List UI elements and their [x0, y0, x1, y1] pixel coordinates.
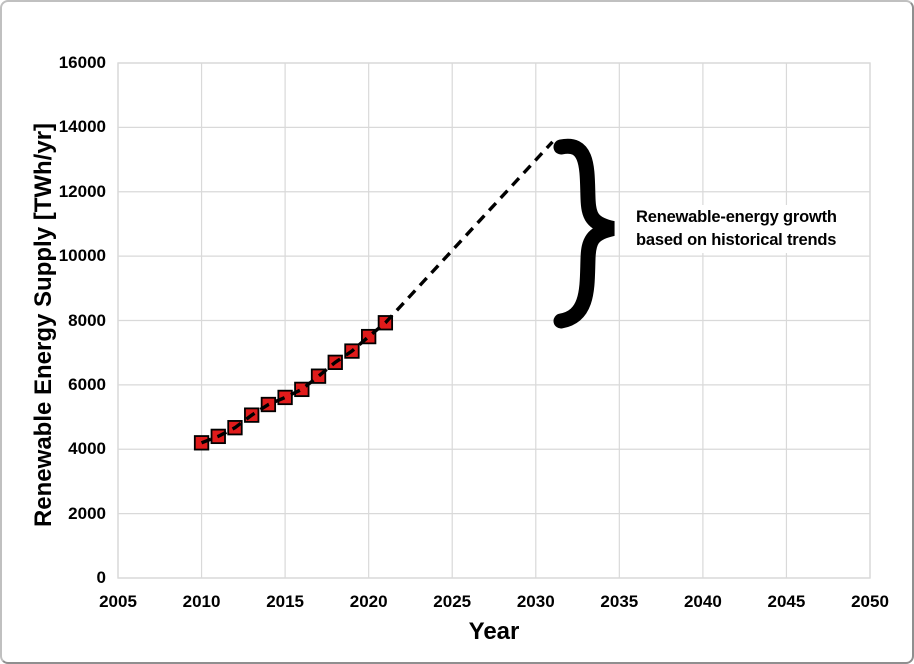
annotation-line-1: Renewable-energy growth	[636, 208, 837, 226]
x-tick-label: 2040	[683, 592, 722, 611]
data-point	[277, 389, 293, 406]
annotation-line-2: based on historical trends	[636, 231, 837, 249]
x-tick-label: 2020	[349, 592, 388, 611]
annotation-text: Renewable-energy growth based on histori…	[633, 205, 840, 253]
y-tick-label: 6000	[68, 374, 106, 394]
y-tick-label: 2000	[68, 503, 106, 523]
x-tick-label: 2015	[266, 592, 305, 611]
y-tick-label: 8000	[68, 310, 106, 330]
x-tick-label: 2025	[433, 592, 472, 611]
x-axis-title: Year	[468, 618, 520, 645]
y-tick-label: 16000	[58, 53, 106, 72]
x-tick-label: 2035	[600, 592, 639, 611]
y-tick-label: 0	[96, 568, 106, 587]
y-tick-label: 14000	[58, 117, 106, 137]
y-axis-title: Renewable Energy Supply [TWh/yr]	[30, 122, 57, 528]
gridlines	[117, 62, 871, 579]
plot-area-border	[117, 62, 871, 579]
y-tick-label: 4000	[68, 439, 106, 459]
x-tick-label: 2030	[516, 592, 555, 611]
x-tick-label: 2005	[99, 592, 137, 611]
x-tick-label: 2045	[767, 592, 806, 611]
dashed-trend-line	[200, 140, 554, 445]
x-tick-label: 2050	[851, 592, 889, 611]
data-point-markers	[193, 315, 394, 451]
y-tick-label: 10000	[58, 246, 106, 266]
x-tick-label: 2010	[182, 592, 221, 611]
curly-brace-annotation	[553, 138, 615, 329]
y-tick-label: 12000	[58, 181, 106, 201]
